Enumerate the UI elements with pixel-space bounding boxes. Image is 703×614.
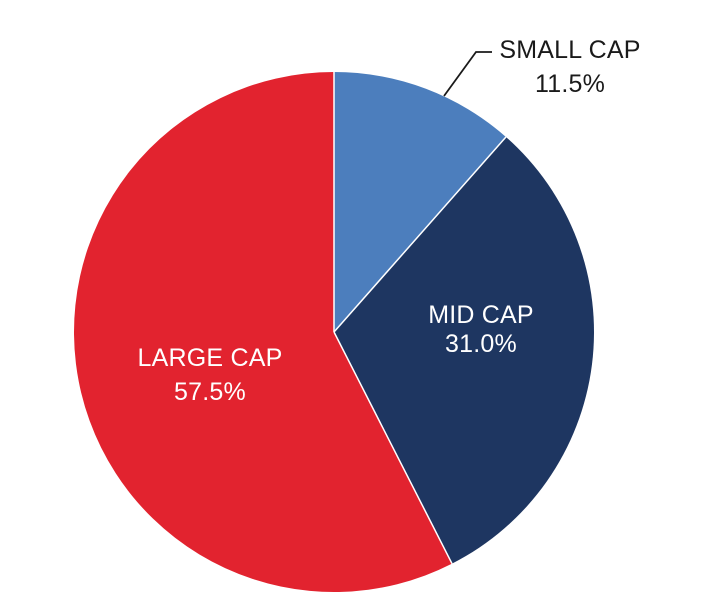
pie-slice-large-cap [73, 72, 453, 592]
slice-label-small-cap: SMALL CAP [499, 36, 640, 64]
pie-slice-mid-cap [334, 136, 594, 564]
slice-value-mid-cap: 31.0% [445, 330, 517, 358]
pie-slices [73, 72, 594, 592]
slice-label-large-cap: LARGE CAP [138, 344, 283, 372]
pie-slice-small-cap [334, 72, 506, 332]
leader-line-small-cap [443, 51, 492, 97]
slice-separator [333, 136, 507, 333]
slice-separator [333, 331, 453, 565]
slice-label-mid-cap: MID CAP [428, 301, 534, 329]
slice-value-small-cap: 11.5% [535, 70, 605, 98]
leader-lines [333, 51, 507, 565]
slice-value-large-cap: 57.5% [174, 378, 246, 406]
